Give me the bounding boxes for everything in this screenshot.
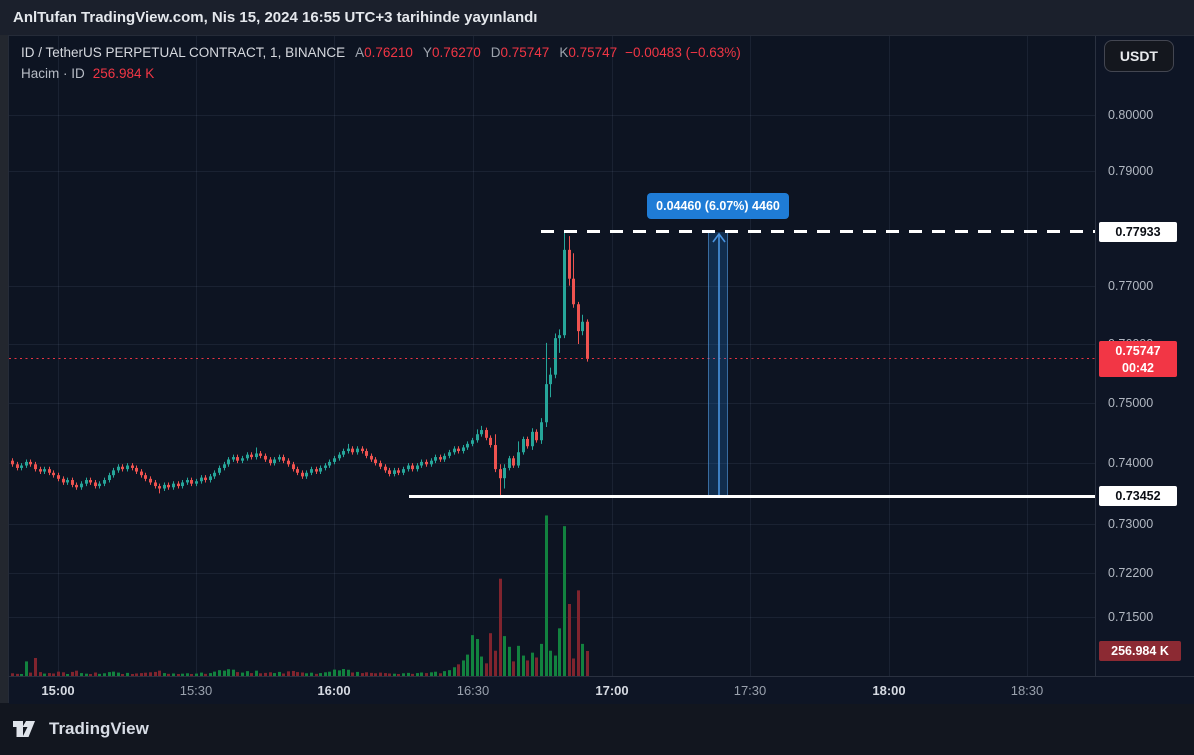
time-tick-label: 17:30: [733, 683, 767, 698]
last-price-value: 0.75747: [1115, 343, 1161, 358]
support-line[interactable]: [409, 494, 1095, 498]
close-value: 0.75747: [568, 45, 618, 60]
time-tick-label: 18:30: [1010, 683, 1044, 698]
chart-canvas[interactable]: [9, 36, 1095, 676]
last-price-label: 0.75747 00:42: [1099, 340, 1177, 377]
brand-text: TradingView: [49, 719, 149, 738]
published-text: AnlTufan TradingView.com, Nis 15, 2024 1…: [13, 9, 538, 26]
resistance-dashed-line[interactable]: [541, 230, 1095, 233]
chart-pane[interactable]: 0.04460 (6.07%) 4460 ID / TetherUS PERPE…: [9, 36, 1095, 676]
resistance-price-label: 0.77933: [1099, 221, 1177, 242]
price-tick-label: 0.74000: [1108, 456, 1154, 471]
price-tick-label: 0.75000: [1108, 396, 1154, 411]
left-gutter: [0, 35, 8, 703]
bottom-bar: TradingView: [0, 703, 1194, 755]
volume-study-value: 256.984 K: [92, 66, 155, 81]
bar-countdown: 00:42: [1122, 360, 1154, 375]
price-tick-label: 0.72200: [1108, 566, 1154, 581]
high-label: Y: [422, 45, 432, 60]
published-bar: AnlTufan TradingView.com, Nis 15, 2024 1…: [0, 0, 1194, 35]
last-price-line: [9, 357, 1095, 360]
time-tick-label: 17:00: [595, 683, 629, 698]
open-value: 0.76210: [364, 45, 413, 60]
price-axis[interactable]: 0.77933 0.75747 00:42 0.73452 256.984 K …: [1095, 36, 1194, 676]
low-value: 0.75747: [500, 45, 550, 60]
tradingview-logo-icon: [13, 721, 35, 737]
measure-arrow-icon: [712, 232, 726, 497]
pane-header: ID / TetherUS PERPETUAL CONTRACT, 1, BIN…: [21, 45, 741, 81]
time-tick-label: 16:30: [456, 683, 490, 698]
tradingview-brand[interactable]: TradingView: [13, 719, 149, 739]
currency-toggle-button[interactable]: USDT: [1103, 40, 1174, 72]
symbol-title[interactable]: ID / TetherUS PERPETUAL CONTRACT, 1, BIN…: [21, 45, 346, 60]
chart-widget: 0.04460 (6.07%) 4460 ID / TetherUS PERPE…: [8, 35, 1194, 704]
price-tick-label: 0.79000: [1108, 164, 1154, 179]
high-value: 0.76270: [431, 45, 481, 60]
price-tick-label: 0.71500: [1108, 609, 1154, 624]
measure-result-label[interactable]: 0.04460 (6.07%) 4460: [647, 192, 789, 219]
time-tick-label: 16:00: [317, 683, 351, 698]
price-tick-label: 0.73000: [1108, 516, 1154, 531]
volume-study-label[interactable]: Hacim · ID: [21, 66, 85, 81]
support-price-label: 0.73452: [1099, 486, 1177, 507]
volume-axis-label: 256.984 K: [1099, 640, 1181, 661]
time-axis[interactable]: 15:00 15:30 16:00 16:30 17:00 17:30 18:00 18:30: [9, 676, 1194, 704]
price-range-measure-bar[interactable]: [708, 231, 728, 497]
close-label: K: [559, 45, 569, 60]
change-value: −0.00483 (−0.63%): [625, 45, 741, 60]
time-tick-label: 18:00: [872, 683, 906, 698]
time-tick-label: 15:30: [179, 683, 213, 698]
open-label: A: [355, 45, 365, 60]
time-tick-label: 15:00: [41, 683, 75, 698]
low-label: D: [490, 45, 501, 60]
price-tick-label: 0.77000: [1108, 278, 1154, 293]
price-tick-label: 0.80000: [1108, 108, 1154, 122]
